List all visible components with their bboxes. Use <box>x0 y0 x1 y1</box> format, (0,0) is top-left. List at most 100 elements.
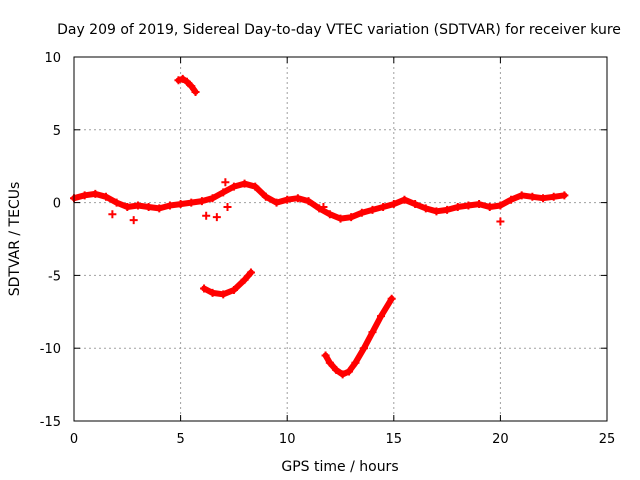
y-tick-label: -5 <box>48 269 61 284</box>
data-point <box>187 82 196 91</box>
x-tick-label: 20 <box>492 432 509 447</box>
series-segment-a <box>174 74 200 96</box>
data-point <box>155 204 164 213</box>
x-axis-ticks: 0 5 10 15 20 25 <box>70 57 615 447</box>
data-point <box>411 200 420 209</box>
data-point <box>464 201 473 210</box>
data-point <box>165 201 174 210</box>
x-tick-label: 5 <box>176 432 184 447</box>
data-point <box>357 208 366 217</box>
x-tick-label: 25 <box>599 432 616 447</box>
data-point <box>368 205 377 214</box>
x-axis-label: GPS time / hours <box>281 459 398 475</box>
data-point <box>112 198 121 207</box>
x-tick-label: 15 <box>386 432 403 447</box>
y-tick-label: 10 <box>44 51 61 66</box>
data-point <box>336 214 345 223</box>
data-point <box>443 205 452 214</box>
data-point <box>377 312 386 321</box>
data-point <box>293 194 302 203</box>
data-point <box>325 210 334 219</box>
data-point <box>208 288 217 297</box>
series-line <box>322 295 395 378</box>
data-point <box>261 192 270 201</box>
y-axis-ticks: -15 -10 -5 0 5 10 <box>40 51 607 430</box>
data-point <box>387 294 396 303</box>
data-point <box>283 195 292 204</box>
data-point <box>229 285 238 294</box>
data-point <box>229 182 238 191</box>
x-tick-label: 10 <box>279 432 296 447</box>
data-point <box>359 344 368 353</box>
data-point <box>91 189 100 198</box>
series-line <box>71 180 568 222</box>
data-point <box>517 191 526 200</box>
data-point <box>240 179 249 188</box>
data-point <box>379 202 388 211</box>
data-point <box>432 207 441 216</box>
data-point <box>219 188 228 197</box>
data-point <box>246 268 255 277</box>
data-point <box>496 217 505 226</box>
data-point <box>332 366 341 375</box>
data-point <box>475 200 484 209</box>
data-point <box>129 216 138 225</box>
data-point <box>187 198 196 207</box>
series-main <box>70 179 569 223</box>
data-point <box>389 200 398 209</box>
data-point <box>453 202 462 211</box>
data-point <box>221 178 230 187</box>
y-tick-label: -15 <box>40 415 61 430</box>
grid-lines <box>74 57 607 421</box>
data-point <box>338 370 347 379</box>
plot-frame <box>73 56 608 422</box>
data-point <box>368 328 377 337</box>
data-point <box>485 202 494 211</box>
data-point <box>400 195 409 204</box>
y-tick-label: -10 <box>40 342 61 357</box>
data-point <box>212 213 221 222</box>
data-point <box>539 194 548 203</box>
data-point <box>421 204 430 213</box>
y-tick-label: 5 <box>53 124 61 139</box>
data-point <box>182 77 191 86</box>
data-point <box>304 197 313 206</box>
data-point <box>507 195 516 204</box>
chart-title: Day 209 of 2019, Sidereal Day-to-day VTE… <box>57 22 621 38</box>
data-point <box>101 192 110 201</box>
series-segment-c <box>321 294 396 379</box>
series-outliers <box>108 178 505 226</box>
data-point <box>202 211 211 220</box>
y-axis-label: SDTVAR / TECUs <box>7 182 23 297</box>
data-point <box>560 191 569 200</box>
data-point <box>345 367 354 376</box>
data-point <box>200 284 209 293</box>
data-point <box>325 358 334 367</box>
data-point <box>347 213 356 222</box>
data-point <box>319 202 328 211</box>
data-point <box>240 275 249 284</box>
data-point <box>191 87 200 96</box>
data-point <box>108 210 117 219</box>
series-segment-b <box>200 268 255 299</box>
data-point <box>133 201 142 210</box>
data-points <box>70 74 569 379</box>
data-point <box>144 202 153 211</box>
data-point <box>251 182 260 191</box>
data-point <box>123 202 132 211</box>
data-point <box>315 204 324 213</box>
data-point <box>549 192 558 201</box>
data-point <box>80 191 89 200</box>
data-point <box>223 202 232 211</box>
x-tick-label: 0 <box>70 432 78 447</box>
data-point <box>208 194 217 203</box>
data-point <box>219 290 228 299</box>
data-point <box>176 200 185 209</box>
data-point <box>197 197 206 206</box>
data-point <box>321 351 330 360</box>
data-point <box>528 192 537 201</box>
data-point <box>496 201 505 210</box>
y-tick-label: 0 <box>53 197 61 212</box>
data-point <box>178 74 187 83</box>
